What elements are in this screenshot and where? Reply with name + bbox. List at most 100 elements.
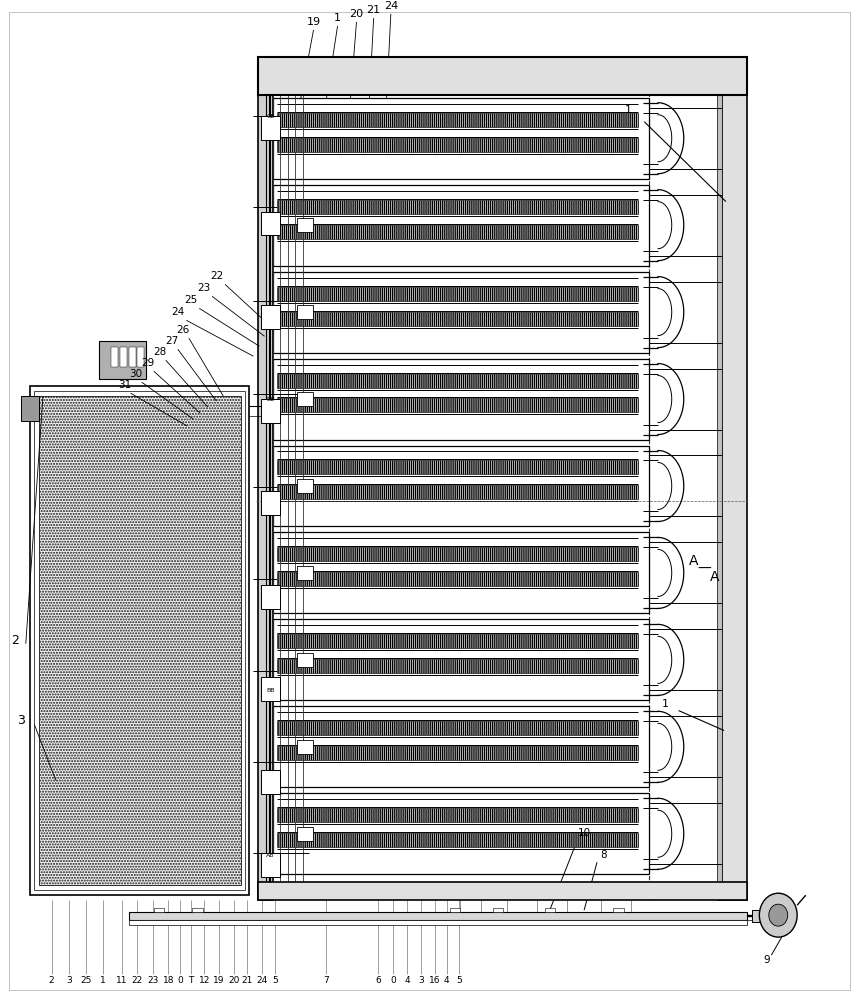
Bar: [273, 98, 649, 179]
Text: 22: 22: [210, 271, 223, 281]
Text: 30: 30: [129, 369, 143, 379]
Bar: [297, 566, 313, 580]
Bar: [39, 396, 241, 885]
Bar: [613, 908, 624, 912]
Text: 0: 0: [391, 976, 396, 985]
Text: 20: 20: [228, 976, 240, 985]
Text: 9: 9: [764, 955, 771, 965]
Text: 1: 1: [662, 699, 669, 709]
Bar: [99, 341, 146, 379]
Text: 1: 1: [101, 976, 106, 985]
Bar: [129, 347, 136, 367]
Bar: [722, 57, 747, 900]
Text: 3: 3: [17, 714, 26, 727]
Bar: [261, 116, 280, 140]
Text: 23: 23: [197, 283, 210, 293]
Bar: [261, 491, 280, 515]
Text: BB: BB: [266, 397, 275, 402]
Text: A: A: [689, 554, 699, 568]
Bar: [261, 677, 280, 701]
Bar: [261, 585, 280, 609]
Bar: [273, 793, 649, 874]
Text: —: —: [698, 562, 711, 576]
Text: 18: 18: [162, 976, 174, 985]
Bar: [258, 882, 747, 900]
Bar: [258, 57, 747, 95]
Text: 28: 28: [153, 347, 167, 357]
Bar: [261, 399, 280, 423]
Text: 22: 22: [131, 976, 143, 985]
Bar: [261, 770, 280, 794]
Bar: [277, 634, 638, 648]
Text: A: A: [710, 570, 720, 584]
Bar: [545, 908, 555, 912]
Text: 0: 0: [178, 976, 183, 985]
Bar: [277, 572, 638, 586]
Bar: [277, 721, 638, 735]
Circle shape: [769, 904, 788, 926]
Text: 5: 5: [456, 976, 461, 985]
Text: 21: 21: [241, 976, 253, 985]
Bar: [273, 185, 649, 266]
Bar: [261, 212, 280, 235]
Bar: [21, 396, 39, 421]
Bar: [277, 659, 638, 673]
Bar: [261, 853, 280, 877]
Text: 29: 29: [141, 358, 155, 368]
Text: 6: 6: [375, 976, 381, 985]
Text: 5: 5: [272, 976, 277, 985]
Bar: [277, 398, 638, 412]
Text: 19: 19: [213, 976, 225, 985]
Bar: [277, 138, 638, 152]
Bar: [297, 479, 313, 493]
Text: 26: 26: [176, 325, 190, 335]
Bar: [493, 908, 503, 912]
Bar: [277, 200, 638, 214]
Text: 23: 23: [147, 976, 159, 985]
Text: 1: 1: [625, 105, 632, 115]
Text: 2: 2: [11, 634, 20, 647]
Bar: [277, 312, 638, 326]
Bar: [273, 532, 649, 613]
Bar: [192, 908, 203, 912]
Text: 27: 27: [165, 336, 179, 346]
Bar: [297, 653, 313, 667]
Bar: [120, 347, 127, 367]
Text: 24: 24: [171, 307, 185, 317]
Bar: [261, 305, 280, 329]
Text: 3: 3: [418, 976, 423, 985]
Text: CB: CB: [266, 114, 275, 119]
Bar: [297, 827, 313, 841]
Circle shape: [759, 893, 797, 937]
Bar: [297, 392, 313, 406]
Bar: [129, 912, 747, 920]
Bar: [277, 808, 638, 822]
Bar: [34, 391, 245, 890]
Text: 25: 25: [80, 976, 92, 985]
Text: 19: 19: [307, 17, 320, 27]
Bar: [273, 706, 649, 787]
Bar: [273, 272, 649, 353]
Bar: [277, 833, 638, 847]
Text: 12: 12: [198, 976, 210, 985]
Bar: [154, 908, 164, 912]
Bar: [297, 740, 313, 754]
Bar: [273, 446, 649, 526]
Text: 7: 7: [324, 976, 329, 985]
Text: 10: 10: [577, 828, 591, 838]
Bar: [112, 347, 119, 367]
Bar: [273, 359, 649, 440]
Text: 31: 31: [118, 380, 131, 390]
Bar: [297, 305, 313, 319]
Bar: [277, 746, 638, 760]
Bar: [277, 374, 638, 388]
Bar: [273, 619, 649, 700]
Bar: [277, 485, 638, 499]
Bar: [129, 920, 747, 925]
Text: T: T: [188, 976, 193, 985]
Text: 24: 24: [256, 976, 268, 985]
Text: 1: 1: [334, 13, 341, 23]
Bar: [277, 287, 638, 301]
Bar: [277, 225, 638, 239]
Bar: [297, 218, 313, 232]
